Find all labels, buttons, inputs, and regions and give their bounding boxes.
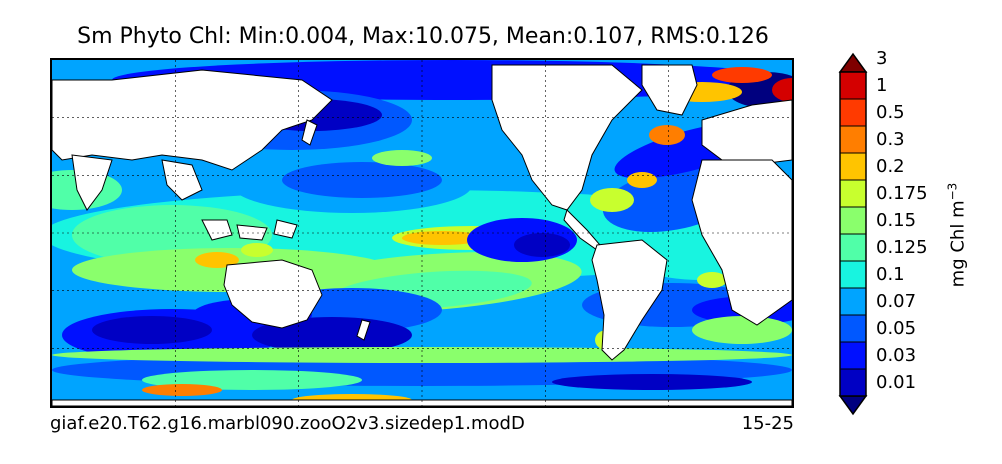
chlorophyll-region xyxy=(514,233,570,257)
land-africa xyxy=(691,159,792,326)
land-south-america xyxy=(591,239,668,361)
colorbar xyxy=(838,52,868,416)
chlorophyll-region xyxy=(92,316,212,344)
colorbar-tick-label: 0.03 xyxy=(876,344,917,366)
colorbar-tick-label: 0.15 xyxy=(876,209,917,231)
colorbar-unit-label: mg Chl m−3 xyxy=(945,182,969,288)
map-plot-area xyxy=(52,60,792,406)
colorbar-bin xyxy=(840,153,866,180)
high-chlorophyll-spot xyxy=(772,78,792,102)
depth-range-label: 15-25 xyxy=(741,413,794,434)
land-australia xyxy=(223,259,323,329)
chlorophyll-region xyxy=(552,374,752,390)
high-chlorophyll-spot xyxy=(142,384,222,396)
land-masses xyxy=(52,64,792,406)
colorbar-tick-label: 0.3 xyxy=(876,128,905,150)
land-indonesia xyxy=(201,219,298,241)
high-chlorophyll-spot xyxy=(649,125,685,145)
colorbar-tick-label: 3 xyxy=(876,47,888,69)
colorbar-bin xyxy=(840,99,866,126)
colorbar-tick-label: 0.2 xyxy=(876,155,905,177)
colorbar-bin xyxy=(840,207,866,234)
high-chlorophyll-spot xyxy=(712,67,772,83)
colorbar-bin xyxy=(840,180,866,207)
colorbar-tick-label: 0.175 xyxy=(876,182,928,204)
colorbar-tick-label: 1 xyxy=(876,74,888,96)
colorbar-bin xyxy=(840,288,866,315)
colorbar-extend-high xyxy=(838,52,868,73)
high-chlorophyll-spot xyxy=(697,272,727,288)
colorbar-bin xyxy=(840,342,866,369)
chlorophyll-region xyxy=(252,317,412,353)
colorbar-bin xyxy=(840,315,866,342)
colorbar-bin xyxy=(840,126,866,153)
colorbar-tick-label: 0.1 xyxy=(876,263,905,285)
colorbar-tick-label: 0.5 xyxy=(876,101,905,123)
chlorophyll-region xyxy=(692,316,792,344)
run-name-label: giaf.e20.T62.g16.marbl090.zooO2v3.sizede… xyxy=(50,413,525,434)
colorbar-tick-label: 0.07 xyxy=(876,290,917,312)
high-chlorophyll-spot xyxy=(241,243,273,257)
colorbar-bin xyxy=(840,234,866,261)
chlorophyll-region xyxy=(282,162,442,198)
land-greenland xyxy=(641,64,698,116)
colorbar-frame xyxy=(839,71,867,397)
high-chlorophyll-spot xyxy=(372,150,432,166)
land-southeast-asia xyxy=(161,159,203,201)
land-new-zealand xyxy=(356,319,371,341)
colorbar-tick-label: 0.125 xyxy=(876,236,928,258)
colorbar-bin xyxy=(840,369,866,396)
lat-lon-grid xyxy=(52,60,792,406)
colorbar-extend-low xyxy=(838,395,868,416)
colorbar-tick-label: 0.05 xyxy=(876,317,917,339)
high-chlorophyll-spot xyxy=(627,172,657,188)
colorbar-bin xyxy=(840,72,866,99)
colorbar-bin xyxy=(840,261,866,288)
high-chlorophyll-spot xyxy=(195,252,239,268)
colorbar-tick-label: 0.01 xyxy=(876,371,917,393)
chlorophyll-map xyxy=(50,58,794,408)
high-chlorophyll-spot xyxy=(590,188,634,212)
chart-title: Sm Phyto Chl: Min:0.004, Max:10.075, Mea… xyxy=(77,24,769,49)
land-japan xyxy=(301,119,318,146)
land-india xyxy=(71,154,113,211)
